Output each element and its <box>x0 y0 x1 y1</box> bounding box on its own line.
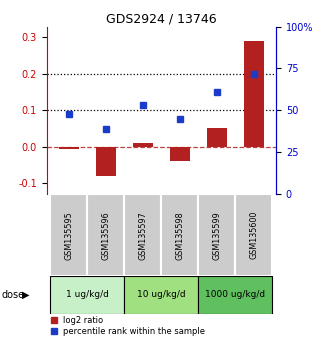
Text: GSM135598: GSM135598 <box>175 211 184 259</box>
Text: dose: dose <box>2 290 25 300</box>
Bar <box>161 194 198 276</box>
Text: GSM135595: GSM135595 <box>64 211 73 260</box>
Bar <box>87 194 124 276</box>
Bar <box>198 194 235 276</box>
Legend: log2 ratio, percentile rank within the sample: log2 ratio, percentile rank within the s… <box>51 316 205 336</box>
Bar <box>198 276 272 314</box>
Text: GSM135596: GSM135596 <box>101 211 110 259</box>
Bar <box>235 194 272 276</box>
Bar <box>124 194 161 276</box>
Bar <box>96 147 116 176</box>
Text: ▶: ▶ <box>22 290 29 300</box>
Text: GSM135600: GSM135600 <box>249 211 258 259</box>
Bar <box>169 147 190 161</box>
Bar <box>58 147 79 149</box>
Title: GDS2924 / 13746: GDS2924 / 13746 <box>106 12 217 25</box>
Bar <box>50 194 87 276</box>
Text: 1 ug/kg/d: 1 ug/kg/d <box>66 290 109 299</box>
Bar <box>133 143 153 147</box>
Bar <box>124 276 198 314</box>
Text: 10 ug/kg/d: 10 ug/kg/d <box>137 290 186 299</box>
Text: 1000 ug/kg/d: 1000 ug/kg/d <box>205 290 265 299</box>
Text: GSM135597: GSM135597 <box>138 211 147 260</box>
Text: GSM135599: GSM135599 <box>212 211 221 260</box>
Bar <box>50 276 124 314</box>
Bar <box>244 41 264 147</box>
Bar <box>207 128 227 147</box>
